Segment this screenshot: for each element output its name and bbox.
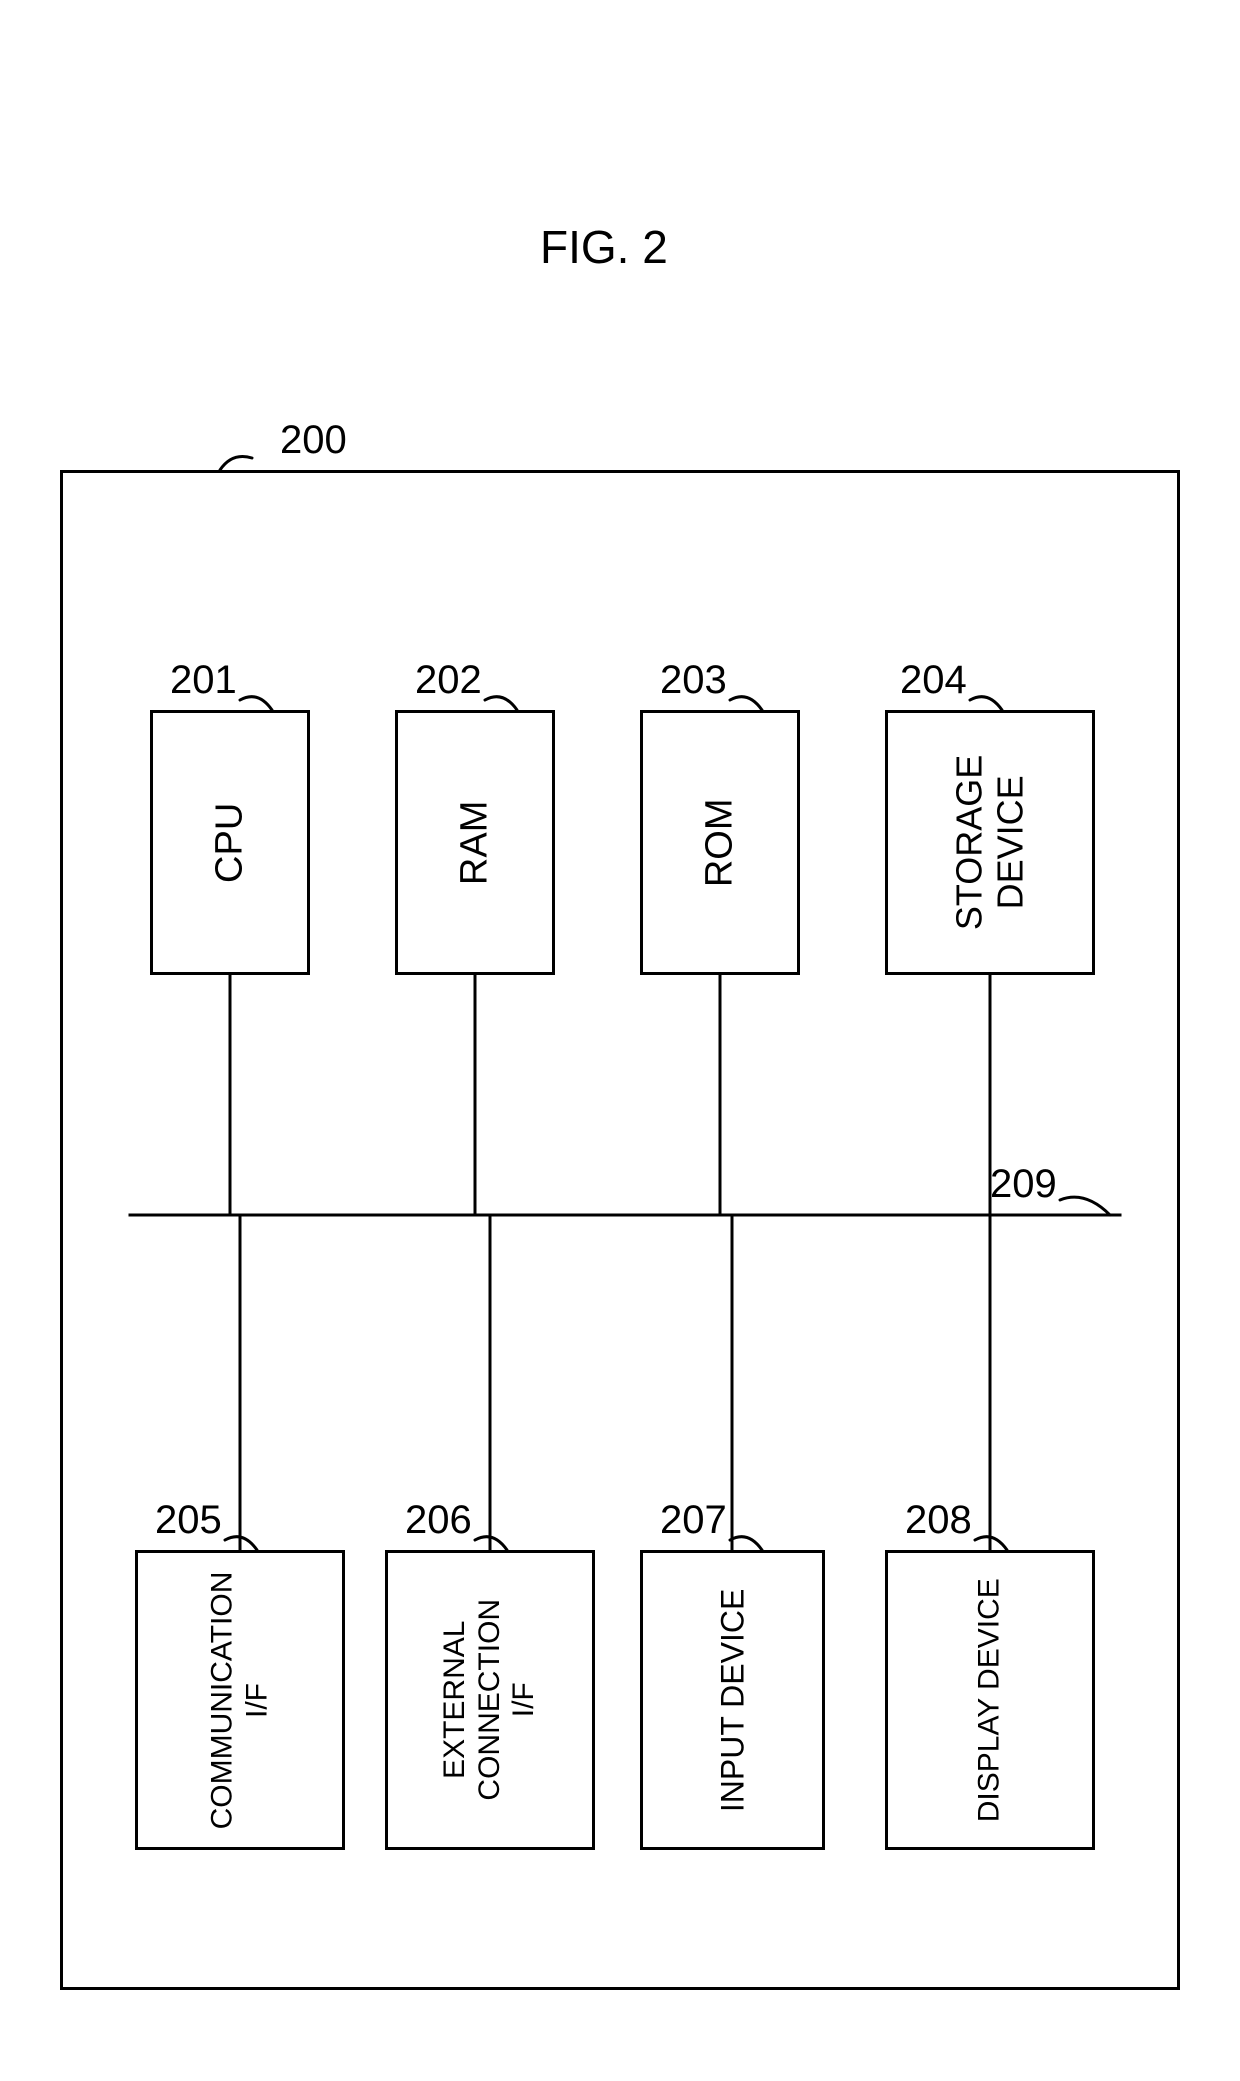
node-label-input: INPUT DEVICE — [714, 1588, 751, 1811]
node-ext: EXTERNAL CONNECTION I/F — [385, 1550, 595, 1850]
node-rom: ROM — [640, 710, 800, 975]
node-label-display: DISPLAY DEVICE — [973, 1578, 1008, 1822]
ref-label-outer: 200 — [280, 418, 347, 463]
ref-label-comm: 205 — [155, 1498, 222, 1543]
ref-label-rom: 203 — [660, 658, 727, 703]
node-storage: STORAGE DEVICE — [885, 710, 1095, 975]
ref-label-bus: 209 — [990, 1162, 1057, 1207]
node-label-ext: EXTERNAL CONNECTION I/F — [438, 1599, 542, 1801]
node-label-ram: RAM — [453, 800, 497, 884]
node-input: INPUT DEVICE — [640, 1550, 825, 1850]
node-comm: COMMUNICATION I/F — [135, 1550, 345, 1850]
ref-label-display: 208 — [905, 1498, 972, 1543]
node-cpu: CPU — [150, 710, 310, 975]
ref-label-ram: 202 — [415, 658, 482, 703]
figure-title: FIG. 2 — [540, 220, 668, 274]
diagram-stage: FIG. 2 200 209 CPU 201 RAM 202 ROM 203 STORAGE… — [0, 0, 1240, 2081]
node-display: DISPLAY DEVICE — [885, 1550, 1095, 1850]
ref-label-storage: 204 — [900, 658, 967, 703]
node-label-storage: STORAGE DEVICE — [949, 755, 1032, 930]
ref-label-ext: 206 — [405, 1498, 472, 1543]
node-ram: RAM — [395, 710, 555, 975]
node-label-cpu: CPU — [208, 802, 252, 882]
ref-label-cpu: 201 — [170, 658, 237, 703]
ref-label-input: 207 — [660, 1498, 727, 1543]
node-label-comm: COMMUNICATION I/F — [206, 1571, 275, 1829]
node-label-rom: ROM — [698, 798, 742, 887]
